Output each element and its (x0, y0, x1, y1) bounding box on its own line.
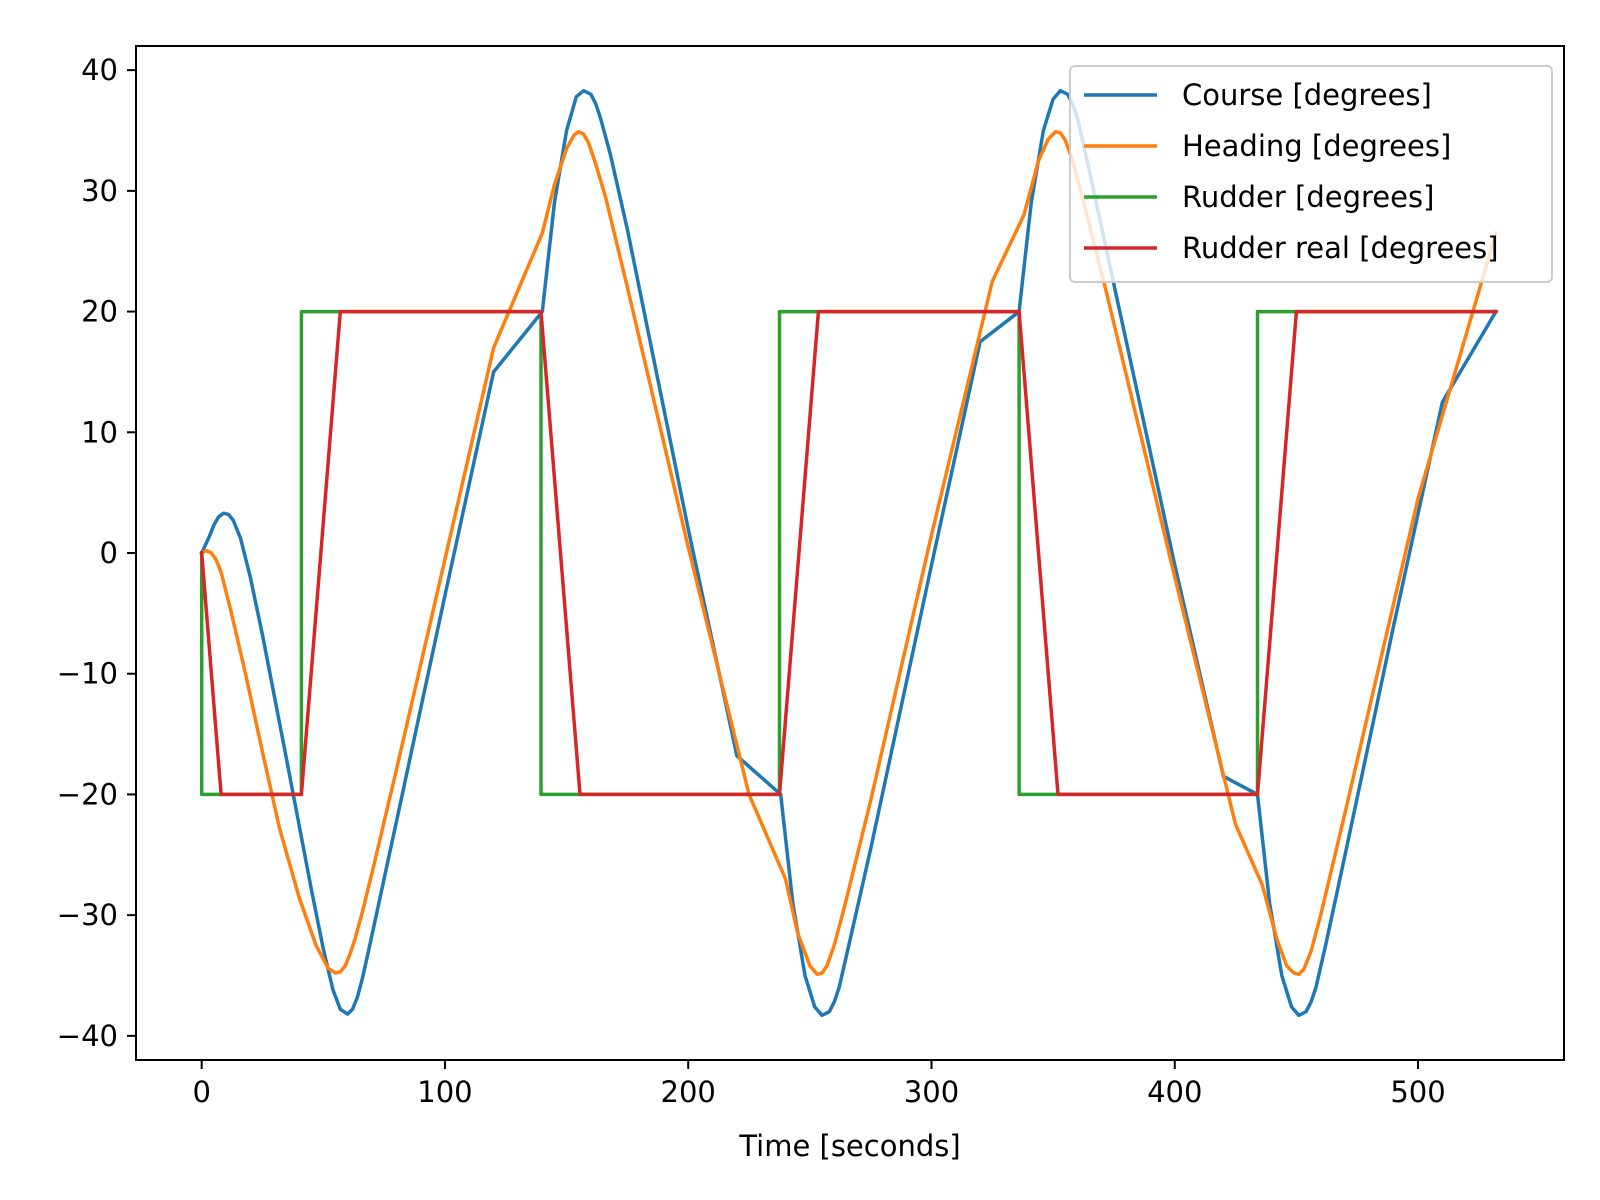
series-line-3 (199, 309, 1498, 797)
legend-label-1: Heading [degrees] (1182, 129, 1451, 163)
series-line-0 (199, 88, 1499, 1018)
series-layer (199, 88, 1499, 1018)
x-tick-label: 500 (1390, 1075, 1445, 1109)
y-tick-label: 10 (81, 415, 118, 449)
y-tick-label: −40 (57, 1019, 118, 1053)
y-tick-label: 20 (81, 295, 118, 329)
legend-box (1069, 65, 1553, 283)
x-tick-label: 200 (661, 1075, 716, 1109)
x-tick-label: 100 (417, 1075, 472, 1109)
legend-label-2: Rudder [degrees] (1182, 180, 1434, 214)
x-axis-title: Time [seconds] (738, 1129, 960, 1163)
x-tick-label: 0 (192, 1075, 210, 1109)
x-tick-label: 400 (1147, 1075, 1202, 1109)
y-tick-label: 30 (81, 174, 118, 208)
legend: Course [degrees] Heading [degrees] Rudder … (1069, 65, 1553, 283)
y-tick-label: 40 (81, 53, 118, 87)
legend-label-0: Course [degrees] (1182, 78, 1432, 112)
x-tick-label: 300 (904, 1075, 959, 1109)
y-tick-label: 0 (100, 536, 118, 570)
legend-label-3: Rudder real [degrees] (1182, 231, 1499, 265)
tick-layer: 0 100 200 300 400 500 −40 −30 −20 −10 0 10 20 30 40 (57, 53, 1446, 1109)
y-tick-label: −10 (57, 657, 118, 691)
y-tick-label: −20 (57, 777, 118, 811)
y-tick-label: −30 (57, 898, 118, 932)
